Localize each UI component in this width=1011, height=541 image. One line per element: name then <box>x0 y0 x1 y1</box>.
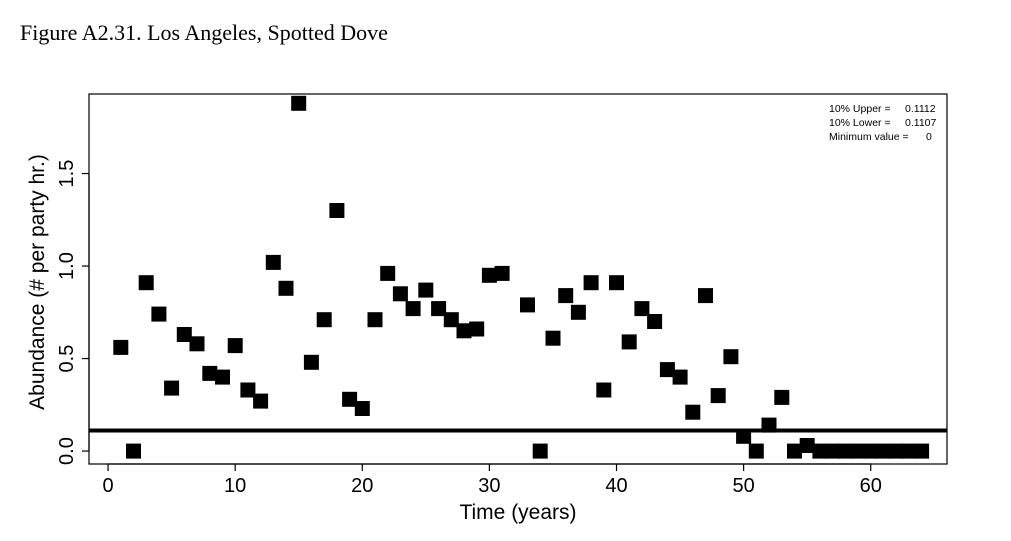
data-point <box>647 314 663 329</box>
data-point <box>570 304 586 320</box>
data-point <box>113 339 129 355</box>
data-point <box>583 275 599 291</box>
data-point <box>253 393 269 409</box>
annotation-upper-value: 0.1112 <box>905 103 936 115</box>
y-tick-label: 0.0 <box>56 437 78 465</box>
x-tick-label: 40 <box>605 475 627 497</box>
data-point <box>265 254 281 270</box>
data-point <box>812 443 828 459</box>
data-point <box>520 297 535 313</box>
y-tick-label: 1.0 <box>56 252 78 280</box>
data-point <box>189 336 205 352</box>
figure-title: Figure A2.31. Los Angeles, Spotted Dove <box>20 20 388 45</box>
data-point <box>303 354 319 370</box>
x-tick-label: 20 <box>351 475 373 497</box>
data-point <box>367 312 383 328</box>
data-point <box>888 443 904 459</box>
data-point <box>685 404 701 420</box>
x-tick-label: 50 <box>732 475 754 497</box>
data-point <box>354 401 370 416</box>
data-point <box>481 267 497 283</box>
data-point <box>380 265 396 281</box>
annotation-min-value: 0 <box>926 131 932 143</box>
data-point <box>532 443 548 459</box>
data-point <box>901 443 917 459</box>
data-point <box>748 443 764 459</box>
data-point <box>774 389 790 405</box>
y-axis: 0.0 0.5 1.0 1.5 <box>56 160 90 465</box>
data-point <box>392 286 408 302</box>
data-point <box>329 203 345 218</box>
data-point <box>176 327 192 342</box>
data-point <box>837 443 853 459</box>
data-point <box>316 312 332 328</box>
annotation-upper-label: 10% Upper = <box>829 103 891 115</box>
data-point <box>164 380 180 396</box>
data-point <box>710 388 726 404</box>
data-point <box>405 301 421 317</box>
data-point <box>431 301 447 317</box>
data-point <box>545 330 561 346</box>
data-point <box>456 323 472 339</box>
x-axis-label: Time (years) <box>459 501 576 524</box>
data-point <box>291 95 307 111</box>
data-point <box>278 280 294 296</box>
data-point <box>558 288 574 304</box>
x-tick-label: 0 <box>103 475 114 497</box>
annotation-box: 10% Upper = 0.1112 10% Lower = 0.1107 Mi… <box>829 103 936 143</box>
data-point <box>621 334 637 350</box>
data-point <box>215 369 230 385</box>
x-tick-label: 30 <box>478 475 500 497</box>
annotation-min-label: Minimum value = <box>829 131 909 143</box>
data-point <box>723 349 739 365</box>
data-point <box>761 417 777 433</box>
x-axis: 0 10 20 30 40 50 60 <box>103 463 882 497</box>
data-points <box>113 95 930 459</box>
data-point <box>418 282 434 298</box>
data-point <box>698 288 713 304</box>
plot-frame <box>88 93 948 465</box>
y-axis-label: Abundance (# per party hr.) <box>26 154 49 410</box>
data-point <box>596 382 612 398</box>
data-point <box>202 365 218 381</box>
data-point <box>240 382 256 398</box>
data-point <box>863 443 879 459</box>
x-tick-label: 10 <box>224 475 246 497</box>
annotation-lower-value: 0.1107 <box>905 117 936 129</box>
data-point <box>342 391 358 407</box>
data-point <box>914 443 930 459</box>
data-point <box>672 369 688 385</box>
y-tick-label: 0.5 <box>56 345 78 373</box>
data-point <box>138 275 154 291</box>
data-point <box>787 443 802 459</box>
data-point <box>494 265 510 281</box>
data-point <box>659 362 675 378</box>
data-point <box>799 438 815 453</box>
data-point <box>151 306 167 322</box>
x-tick-label: 60 <box>860 475 882 497</box>
data-point <box>850 443 866 459</box>
data-point <box>443 312 459 328</box>
data-point <box>825 443 841 459</box>
y-tick-label: 1.5 <box>56 160 78 188</box>
data-point <box>609 275 624 291</box>
annotation-lower-label: 10% Lower = <box>829 117 891 129</box>
data-point <box>634 301 650 317</box>
data-point <box>469 321 485 337</box>
data-point <box>875 443 891 459</box>
data-point <box>227 338 243 354</box>
data-point <box>736 428 752 444</box>
data-point <box>126 443 141 459</box>
